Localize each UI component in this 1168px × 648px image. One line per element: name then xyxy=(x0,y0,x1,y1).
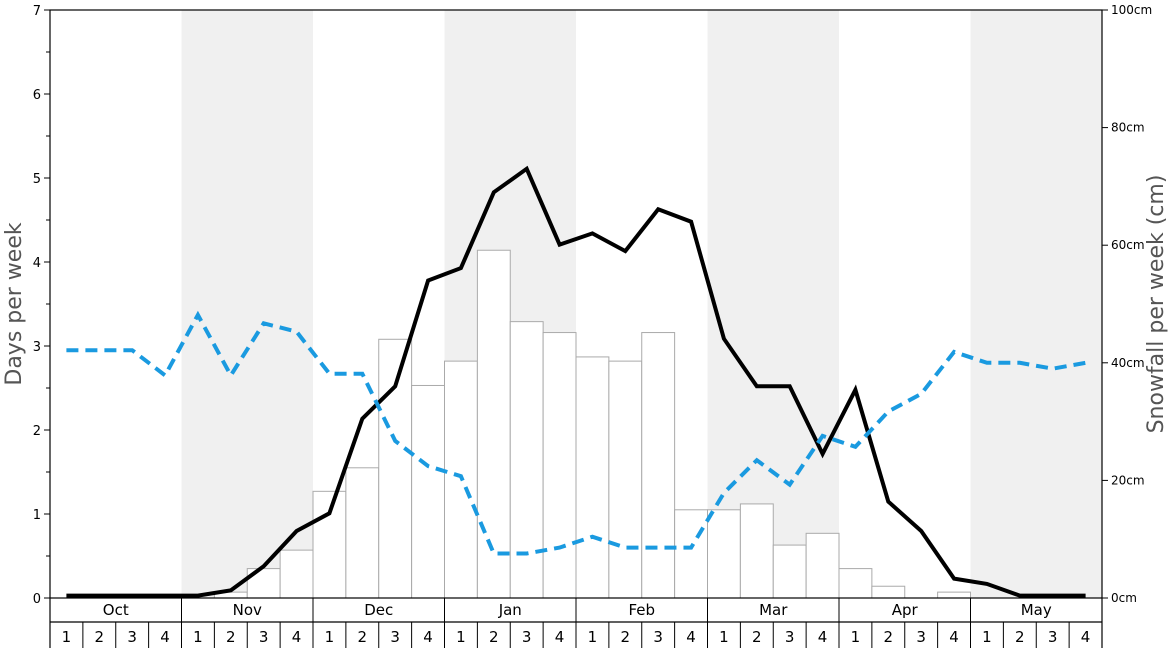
bar xyxy=(772,544,807,599)
month-label: Dec xyxy=(364,601,393,619)
week-label: 2 xyxy=(621,628,631,646)
week-label: 4 xyxy=(1081,628,1091,646)
left-tick-label: 2 xyxy=(33,424,41,439)
days-per-week-bars xyxy=(213,249,971,599)
right-axis: 0cm 20cm 40cm 60cm 80cm 100cm xyxy=(1102,3,1152,605)
week-label: 3 xyxy=(1048,628,1058,646)
week-label: 2 xyxy=(489,628,499,646)
left-tick-label: 7 xyxy=(33,4,41,19)
week-label: 4 xyxy=(555,628,565,646)
left-tick-label: 3 xyxy=(33,340,41,355)
week-label: 2 xyxy=(1015,628,1025,646)
bar xyxy=(674,509,708,599)
week-label: 1 xyxy=(588,628,598,646)
month-label: Jan xyxy=(498,601,522,619)
bar xyxy=(739,503,774,599)
bar xyxy=(871,585,906,599)
week-label: 1 xyxy=(62,628,72,646)
month-label: Oct xyxy=(103,601,129,619)
month-label: Mar xyxy=(759,601,788,619)
week-label: 3 xyxy=(785,628,795,646)
week-label: 4 xyxy=(949,628,959,646)
week-label: 1 xyxy=(456,628,466,646)
left-tick-label: 5 xyxy=(33,172,41,187)
right-axis-label: Snowfall per week (cm) xyxy=(1144,175,1168,434)
month-band-mar xyxy=(707,10,839,598)
left-axis-label: Days per week xyxy=(2,222,27,385)
snowfall-line xyxy=(66,165,1086,598)
right-tick-label: 80cm xyxy=(1111,121,1145,135)
bar xyxy=(509,321,544,599)
week-label: 2 xyxy=(752,628,762,646)
left-tick-label: 0 xyxy=(33,592,41,607)
bar xyxy=(608,360,643,599)
week-label: 1 xyxy=(851,628,861,646)
bar xyxy=(707,509,741,599)
week-label: 1 xyxy=(719,628,729,646)
week-label: 2 xyxy=(95,628,105,646)
month-label: Feb xyxy=(628,601,655,619)
month-label: Nov xyxy=(233,601,262,619)
bar xyxy=(279,549,314,599)
left-axis: 0 1 2 3 4 5 6 7 xyxy=(33,4,50,607)
right-tick-label: 20cm xyxy=(1111,473,1145,487)
week-label: 1 xyxy=(325,628,335,646)
bar xyxy=(345,467,380,599)
bar xyxy=(378,338,413,599)
bar xyxy=(641,332,676,599)
week-row: 1 2 3 4 1 2 3 4 1 2 3 4 1 2 3 4 1 2 3 4 1 2 3 4 1 2 3 4 1 2 3 4 xyxy=(62,622,1091,648)
month-label: Apr xyxy=(892,601,919,619)
right-tick-label: 60cm xyxy=(1111,238,1145,252)
bar xyxy=(542,332,577,599)
left-tick-label: 4 xyxy=(33,256,41,271)
month-band-nov xyxy=(181,10,313,598)
dashed-line xyxy=(66,310,1086,556)
bar xyxy=(838,568,873,599)
right-tick-label: 100cm xyxy=(1111,3,1152,17)
week-label: 4 xyxy=(292,628,302,646)
month-row: Oct Nov Dec Jan Feb Mar Apr May xyxy=(49,598,1103,648)
week-label: 3 xyxy=(522,628,532,646)
bar xyxy=(476,249,511,599)
right-tick-label: 0cm xyxy=(1111,591,1137,605)
left-tick-label: 1 xyxy=(33,508,41,523)
week-label: 3 xyxy=(127,628,137,646)
bar xyxy=(805,532,840,599)
week-label: 1 xyxy=(193,628,203,646)
week-label: 2 xyxy=(884,628,894,646)
week-label: 2 xyxy=(358,628,368,646)
week-label: 4 xyxy=(423,628,433,646)
week-label: 3 xyxy=(259,628,269,646)
bar xyxy=(937,591,971,599)
left-tick-label: 6 xyxy=(33,88,41,103)
week-label: 3 xyxy=(390,628,400,646)
week-label: 3 xyxy=(653,628,663,646)
bar xyxy=(575,356,610,599)
right-tick-label: 40cm xyxy=(1111,356,1145,370)
week-label: 2 xyxy=(226,628,236,646)
week-label: 4 xyxy=(818,628,828,646)
bar xyxy=(411,384,445,599)
week-label: 3 xyxy=(916,628,926,646)
week-label: 1 xyxy=(982,628,992,646)
week-label: 4 xyxy=(686,628,696,646)
month-band-may xyxy=(970,10,1102,598)
month-label: May xyxy=(1021,601,1052,619)
week-label: 4 xyxy=(160,628,170,646)
series-lines xyxy=(66,165,1086,598)
